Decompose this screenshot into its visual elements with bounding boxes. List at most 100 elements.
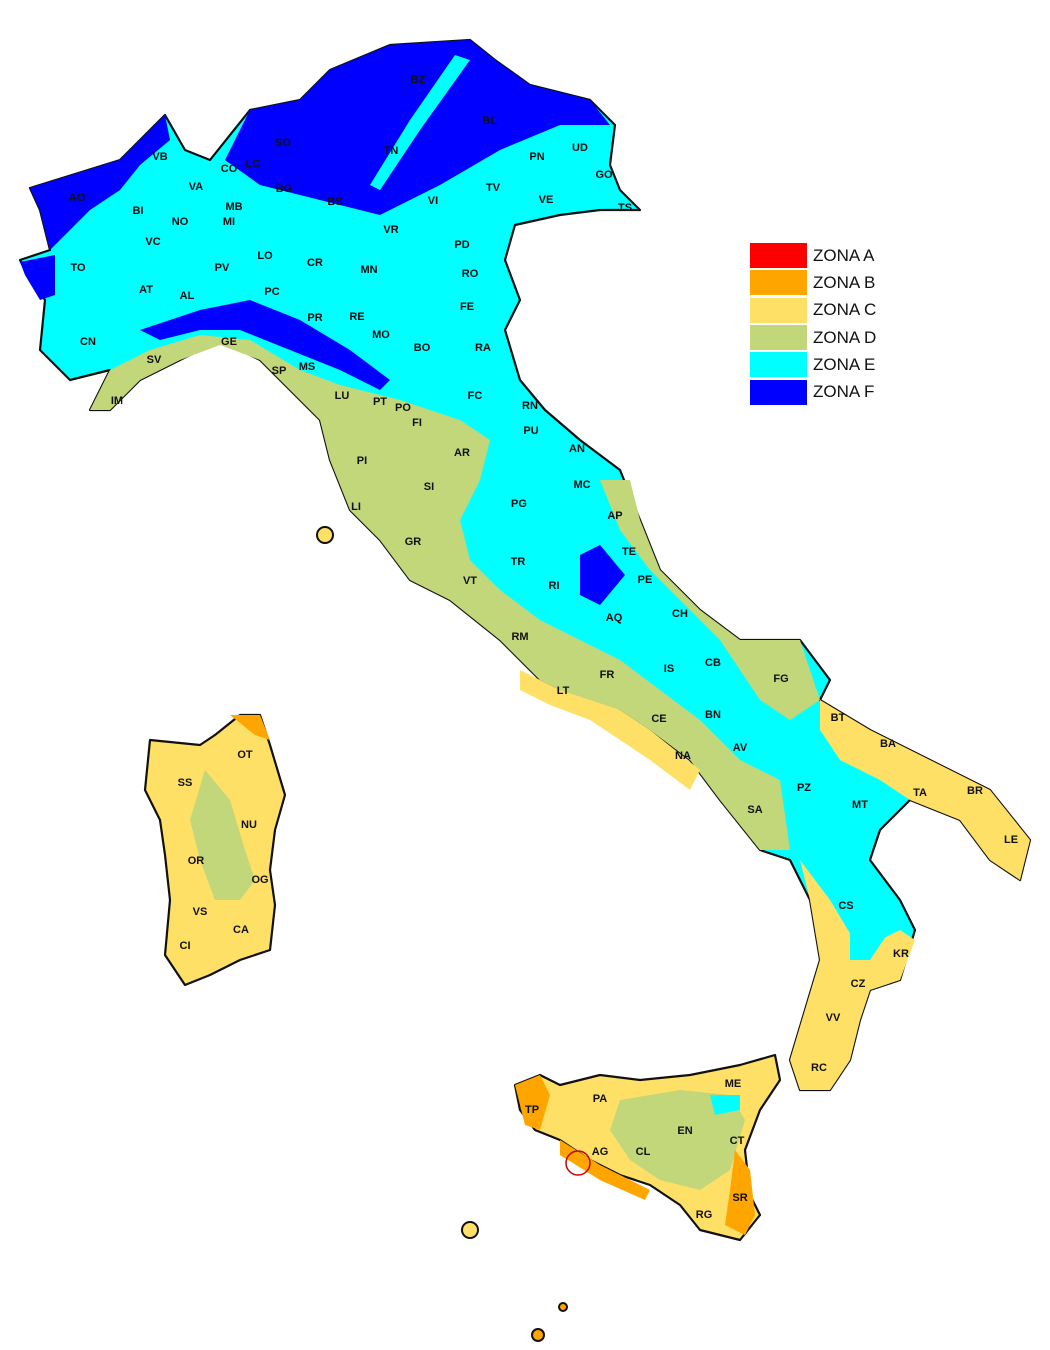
legend-item: ZONA B <box>750 269 930 296</box>
province-label: AQ <box>606 612 623 624</box>
province-label: PU <box>523 425 538 437</box>
province-label: NO <box>172 216 189 228</box>
sicily-zone-d <box>610 1090 745 1190</box>
zone-d-adriatic <box>600 480 820 720</box>
province-label: CH <box>672 608 688 620</box>
province-label: CR <box>307 257 323 269</box>
province-label: IM <box>111 395 123 407</box>
province-label: TS <box>618 202 632 214</box>
legend-swatch <box>750 379 807 405</box>
zone-f-alps-west <box>30 115 170 250</box>
province-label: AL <box>180 290 195 302</box>
zone-d-tyrrhenian <box>90 335 790 850</box>
legend-item: ZONA E <box>750 351 930 378</box>
province-label: CL <box>636 1146 651 1158</box>
legend-swatch <box>750 325 807 351</box>
province-label: RI <box>549 580 560 592</box>
province-label: BL <box>483 115 498 127</box>
province-label: OG <box>251 874 268 886</box>
province-label: RN <box>522 400 538 412</box>
province-label: CI <box>180 940 191 952</box>
province-label: SV <box>147 354 162 366</box>
province-label: PD <box>454 239 469 251</box>
province-label: BO <box>414 342 431 354</box>
province-label: TO <box>70 262 86 274</box>
province-label: FR <box>600 669 615 681</box>
province-label: VA <box>189 181 204 193</box>
legend-item: ZONA D <box>750 324 930 351</box>
legend-swatch <box>750 297 807 323</box>
province-label: PV <box>215 262 230 274</box>
island-elba <box>316 526 334 544</box>
province-label: CZ <box>851 978 866 990</box>
province-label: SR <box>732 1192 747 1204</box>
province-label: AR <box>454 447 470 459</box>
province-label: PN <box>529 151 544 163</box>
province-label: FC <box>468 390 483 402</box>
zone-c-puglia <box>820 700 1030 880</box>
province-label: PE <box>638 574 653 586</box>
province-label: VT <box>463 575 477 587</box>
zone-f-to-west <box>20 255 55 300</box>
province-label: SS <box>178 777 193 789</box>
province-label: VR <box>383 224 398 236</box>
province-label: VC <box>145 236 160 248</box>
sicily-zone-e <box>710 1095 740 1115</box>
province-label: EN <box>677 1125 692 1137</box>
province-label: MT <box>852 799 868 811</box>
province-label: LC <box>246 158 261 170</box>
sicily-zone-b-east <box>725 1150 755 1235</box>
province-label: PZ <box>797 782 811 794</box>
province-label: RG <box>696 1209 713 1221</box>
province-label: LT <box>557 685 570 697</box>
province-labels: BZ BL SO TN UD PN GO TS VB CO LC BG BS AO TV VE VI VA BI NO… <box>69 74 1018 1221</box>
province-label: SO <box>275 137 291 149</box>
province-label: NA <box>675 750 691 762</box>
province-label: AO <box>69 192 86 204</box>
province-label: TN <box>384 145 399 157</box>
highlight-circle <box>565 1150 591 1176</box>
province-label: CT <box>730 1135 745 1147</box>
province-label: IS <box>664 663 674 675</box>
province-label: ME <box>725 1078 742 1090</box>
province-label: PG <box>511 498 527 510</box>
province-label: OR <box>188 855 205 867</box>
province-label: CS <box>838 900 853 912</box>
zone-c-calabria <box>790 860 915 1090</box>
province-label: CB <box>705 657 721 669</box>
province-label: RA <box>475 342 491 354</box>
province-label: TP <box>525 1104 539 1116</box>
legend-label: ZONA A <box>813 245 875 265</box>
province-label: VV <box>826 1012 841 1024</box>
zone-c-campania <box>520 670 700 790</box>
province-label: LU <box>335 390 350 402</box>
province-label: PT <box>373 396 387 408</box>
province-label: PA <box>593 1093 608 1105</box>
province-label: PI <box>357 455 367 467</box>
legend-label: ZONA C <box>813 300 877 320</box>
legend-label: ZONA B <box>813 272 876 292</box>
province-label: NU <box>241 819 257 831</box>
legend-swatch <box>750 243 807 269</box>
province-label: CO <box>221 163 238 175</box>
zone-e-strip-tn <box>370 55 470 190</box>
province-label: MB <box>225 201 242 213</box>
province-label: MO <box>372 329 390 341</box>
province-label: GE <box>221 336 237 348</box>
province-label: AG <box>592 1146 609 1158</box>
legend-swatch <box>750 352 807 378</box>
province-label: PR <box>307 312 322 324</box>
province-label: GO <box>595 169 613 181</box>
zone-e-calabria <box>850 900 890 960</box>
island-pantelleria <box>531 1328 545 1342</box>
province-label: SP <box>272 365 287 377</box>
province-label: AT <box>139 284 153 296</box>
province-label: GR <box>405 536 422 548</box>
province-label: RC <box>811 1062 827 1074</box>
province-label: AV <box>733 742 748 754</box>
legend-label: ZONA E <box>813 354 876 374</box>
province-label: MS <box>299 361 316 373</box>
province-label: BT <box>831 712 846 724</box>
legend-item: ZONA A <box>750 242 930 269</box>
